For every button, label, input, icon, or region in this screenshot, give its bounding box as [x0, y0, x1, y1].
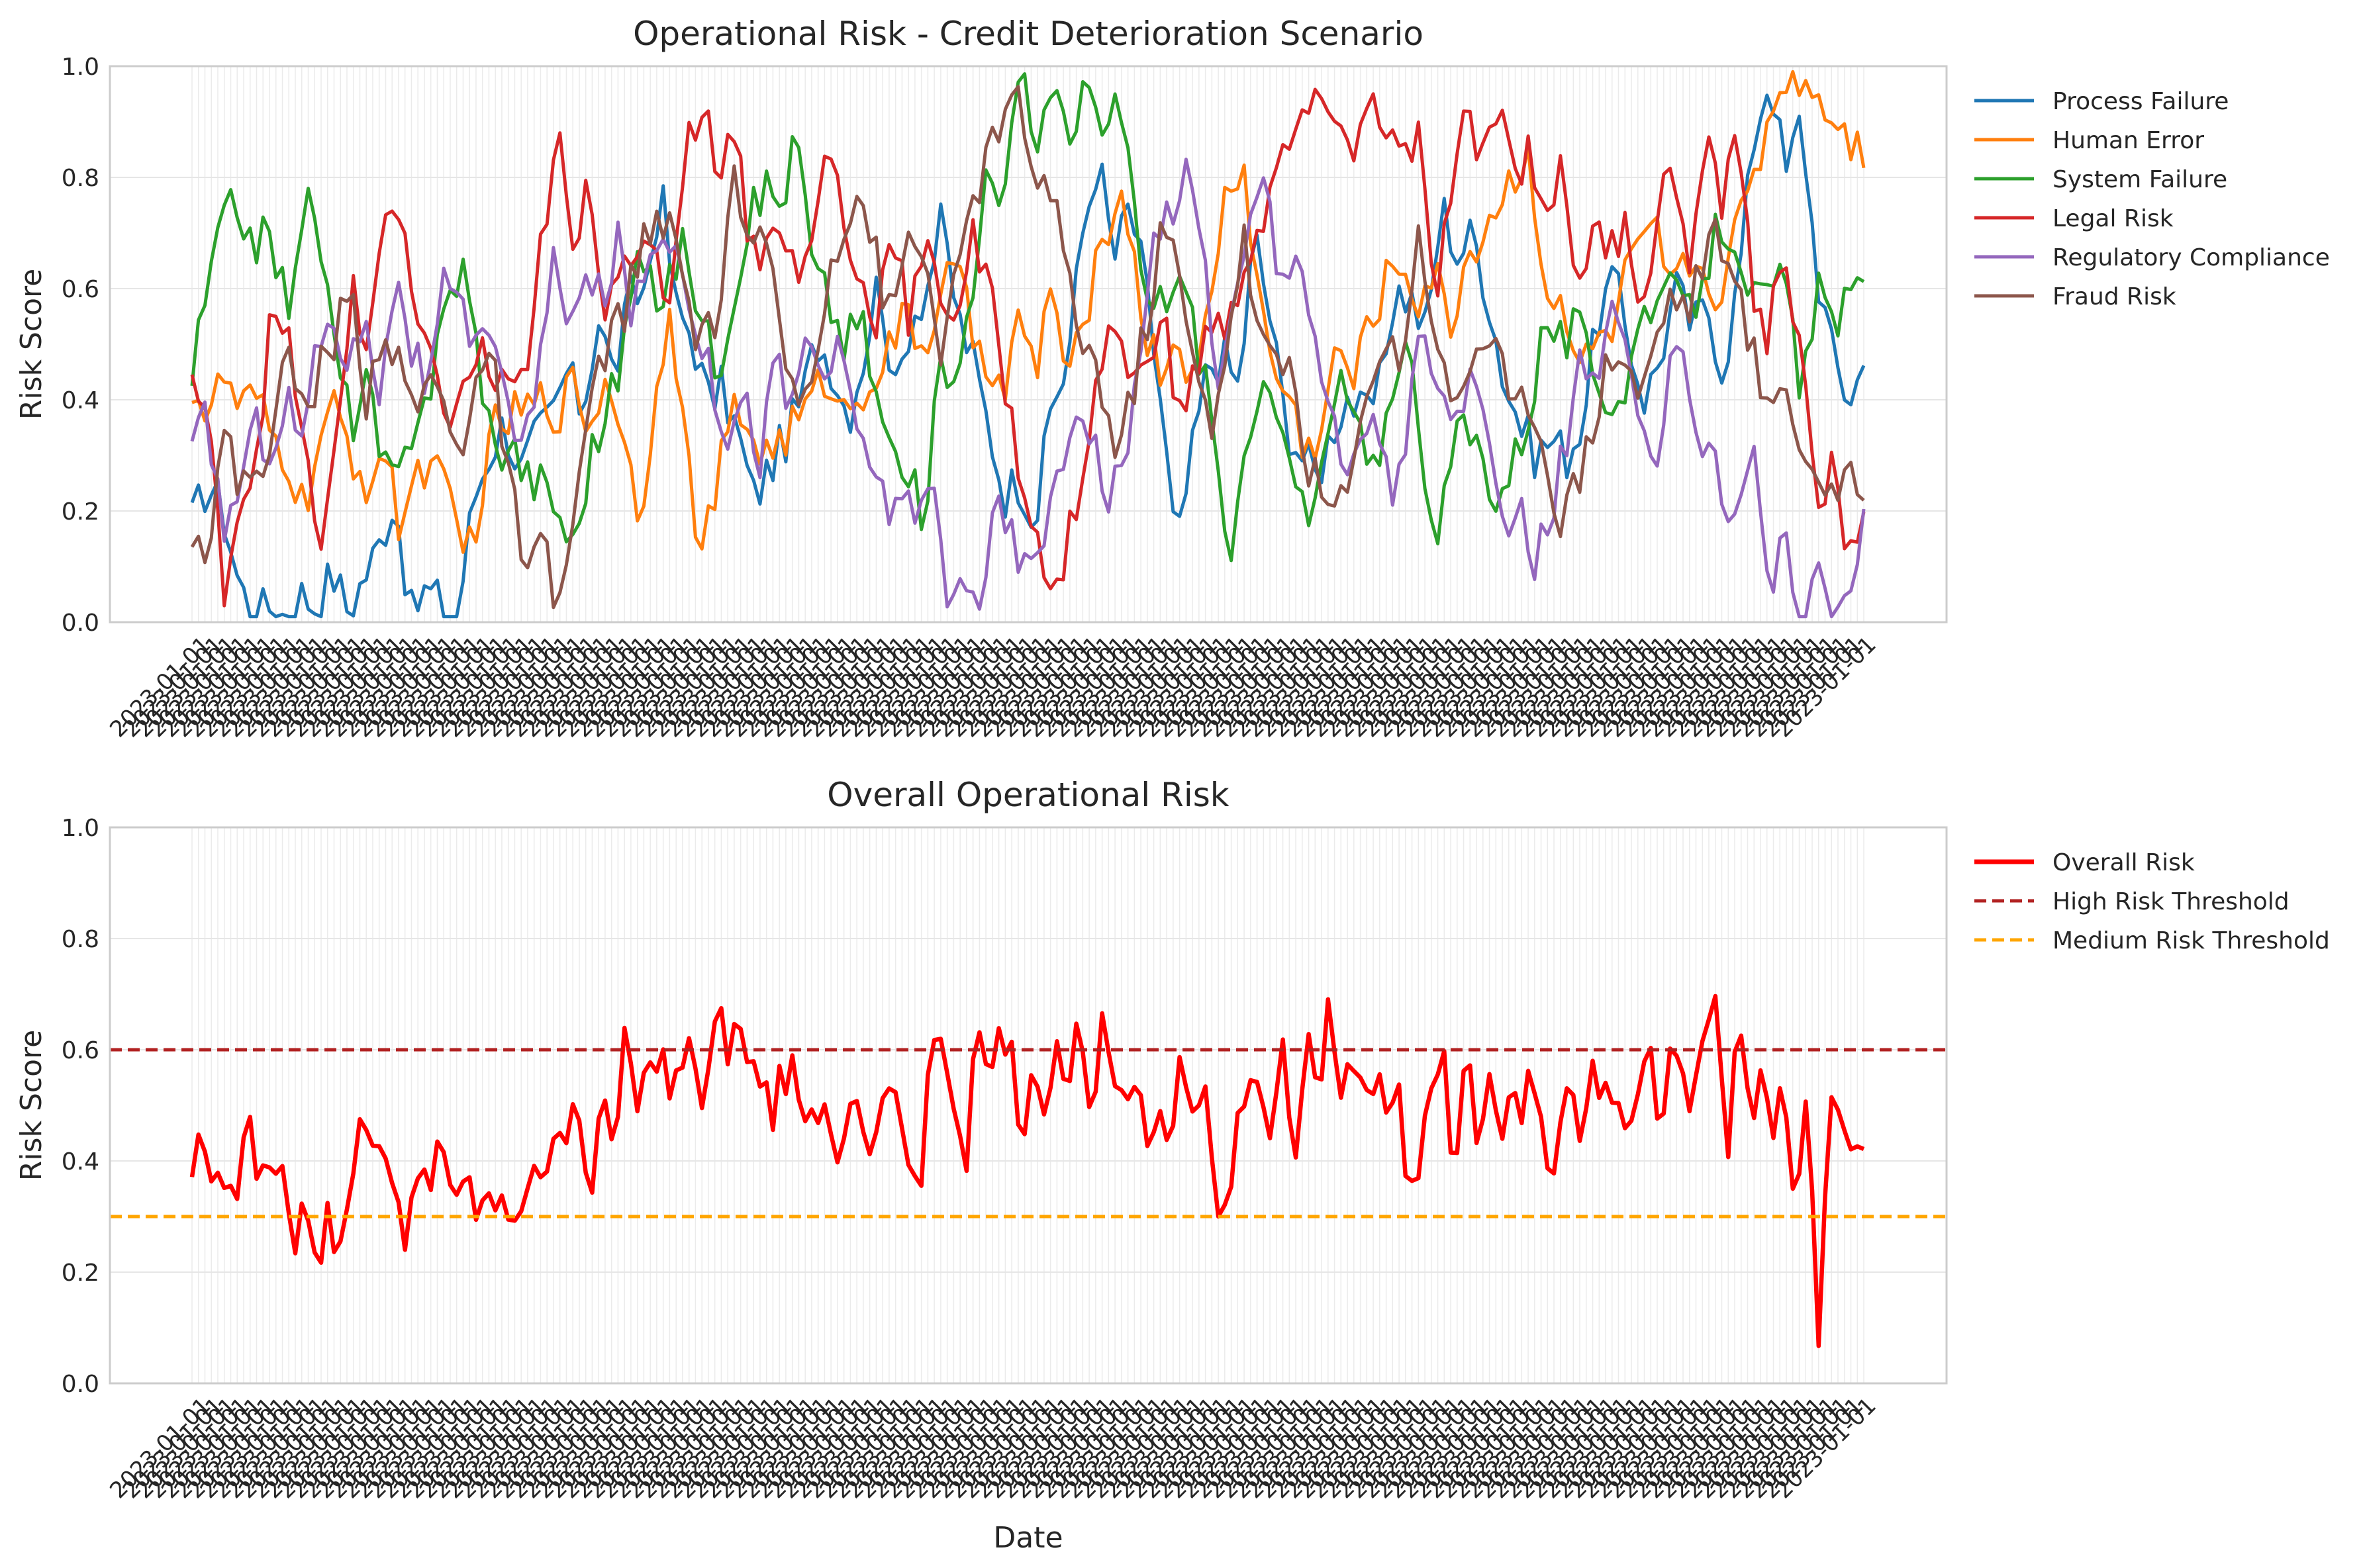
y-tick-label: 0.4	[62, 1148, 99, 1176]
y-tick-label: 0.0	[62, 610, 99, 637]
series-line	[190, 93, 1866, 619]
overall-risk-chart: Overall Operational Risk 0.0 0.2 0.4 0.6 0.8…	[15, 776, 2330, 1555]
legend-label: Fraud Risk	[2052, 283, 2176, 310]
chart-title: Operational Risk - Credit Deterioration …	[633, 15, 1423, 53]
chart-frame	[109, 65, 1948, 623]
legend-label: Overall Risk	[2052, 849, 2195, 876]
legend-label: Legal Risk	[2052, 205, 2174, 232]
series-line	[190, 158, 1866, 619]
series-line	[189, 993, 1865, 1348]
x-axis-ticks: 2023-01-012023-01-012023-01-012023-01-01…	[105, 631, 1881, 743]
y-tick-label: 0.6	[62, 1037, 99, 1064]
y-tick-label: 0.8	[62, 926, 99, 953]
legend-label: Process Failure	[2052, 88, 2229, 115]
series-line	[190, 72, 1865, 563]
x-axis-ticks: 2023-01-012023-01-012023-01-012023-01-01…	[105, 1393, 1881, 1504]
y-tick-label: 0.2	[62, 1260, 99, 1287]
legend-label: System Failure	[2052, 166, 2227, 193]
y-tick-label: 1.0	[62, 815, 99, 842]
chart-plot-area	[190, 69, 1866, 619]
series-line	[190, 85, 1865, 610]
x-axis-label: Date	[993, 1521, 1063, 1555]
legend-label: Human Error	[2052, 127, 2204, 154]
y-tick-label: 0.8	[62, 165, 99, 192]
y-tick-label: 1.0	[62, 54, 99, 81]
y-axis-ticks: 0.0 0.2 0.4 0.6 0.8 1.0	[62, 54, 99, 637]
series-line	[190, 87, 1866, 608]
y-axis-label: Risk Score	[15, 269, 48, 420]
chart-legend: Overall Risk High Risk Threshold Medium Ri…	[1974, 849, 2330, 954]
chart-frame	[109, 826, 1948, 1385]
legend-label: Regulatory Compliance	[2052, 244, 2330, 271]
series-line	[191, 69, 1866, 554]
chart-title: Overall Operational Risk	[827, 776, 1230, 814]
chart-legend: Process Failure Human Error System Failure…	[1974, 88, 2330, 310]
legend-label: High Risk Threshold	[2052, 888, 2290, 915]
chart-plot-area	[110, 993, 1947, 1348]
y-axis-label: Risk Score	[15, 1030, 48, 1181]
y-tick-label: 0.4	[62, 387, 99, 414]
y-tick-label: 0.0	[62, 1371, 99, 1398]
y-tick-label: 0.6	[62, 276, 99, 303]
y-tick-label: 0.2	[62, 498, 99, 526]
risk-components-chart: Operational Risk - Credit Deterioration …	[15, 15, 2330, 743]
y-axis-ticks: 0.0 0.2 0.4 0.6 0.8 1.0	[62, 815, 99, 1398]
legend-label: Medium Risk Threshold	[2052, 927, 2330, 954]
